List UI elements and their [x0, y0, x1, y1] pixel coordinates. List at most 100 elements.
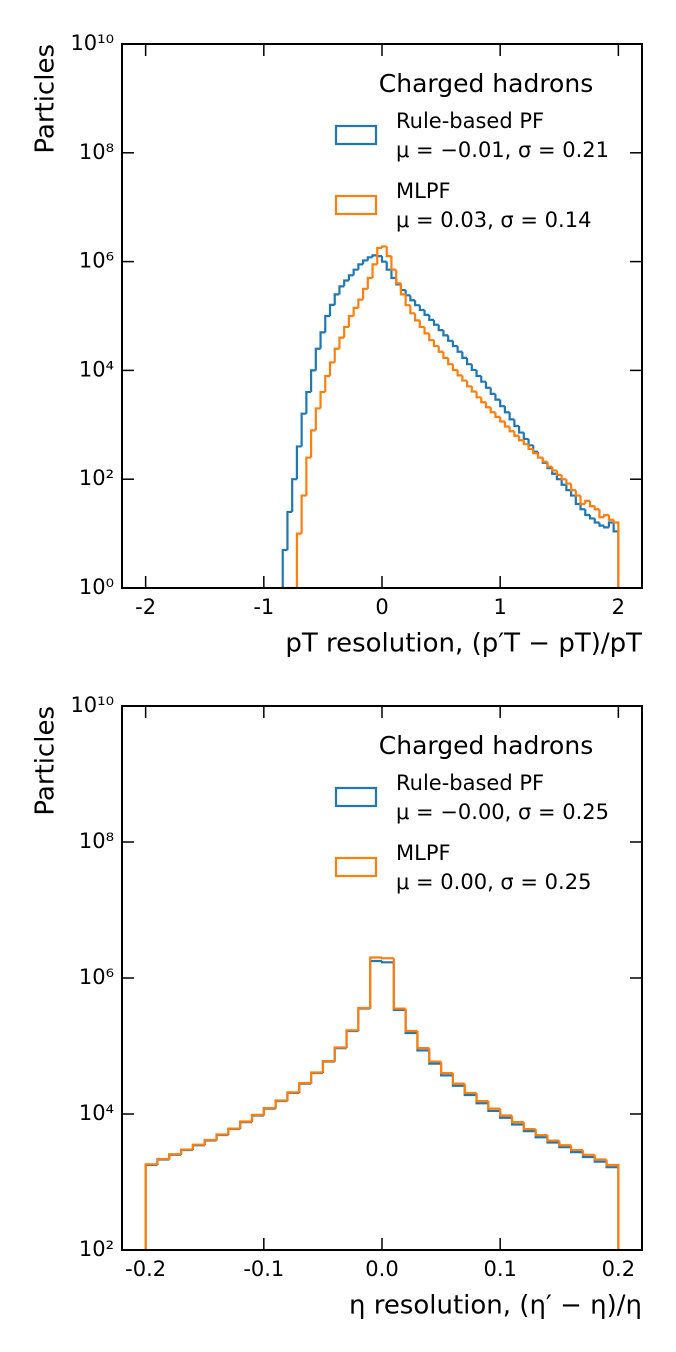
x-tick-label: 0 — [375, 595, 388, 619]
histogram-step — [380, 256, 387, 263]
histogram-step — [532, 448, 538, 455]
histogram-step — [369, 959, 382, 1009]
histogram-step — [560, 479, 567, 486]
y-tick-label: 10⁴ — [79, 357, 114, 381]
histogram-step — [203, 1138, 217, 1145]
histogram-step — [409, 305, 416, 315]
histogram-step — [461, 375, 468, 382]
legend-label: Rule-based PF — [396, 109, 544, 133]
histogram-step — [456, 369, 463, 377]
histogram-step — [179, 1148, 193, 1155]
histogram-step — [286, 1091, 300, 1102]
histogram-step — [508, 412, 515, 421]
histogram-step — [399, 283, 406, 296]
histogram-step — [376, 246, 382, 265]
histogram-step — [517, 426, 524, 434]
histogram-step — [380, 960, 394, 964]
histogram-step — [612, 519, 620, 588]
histogram-step — [321, 1060, 335, 1074]
histogram-step — [168, 1153, 182, 1160]
histogram-step — [456, 346, 463, 353]
histogram-step — [291, 478, 297, 512]
histogram-step — [565, 479, 572, 485]
legend-swatch — [334, 124, 378, 146]
histogram-step — [447, 357, 453, 366]
histogram-step — [298, 1082, 312, 1093]
histogram-step — [465, 357, 472, 366]
histogram-step — [274, 1099, 288, 1109]
x-tick-label: 0.1 — [483, 1257, 516, 1281]
histogram-step — [321, 1059, 335, 1073]
histogram-step — [305, 390, 312, 414]
histogram-step — [357, 1007, 371, 1032]
histogram-step — [546, 461, 553, 468]
y-axis-label: Particles — [31, 706, 61, 816]
x-axis-label: pT resolution, (p′T − pT)/pT — [285, 629, 642, 659]
histogram-step — [603, 525, 609, 529]
histogram-step — [324, 314, 330, 333]
histogram-step — [295, 532, 302, 588]
x-tick-label: 0.0 — [365, 1257, 398, 1281]
x-tick-label: -1 — [253, 595, 274, 619]
histogram-step — [442, 330, 449, 337]
histogram-step — [191, 1144, 205, 1151]
histogram-step — [569, 1145, 583, 1152]
histogram-step — [475, 369, 482, 378]
histogram-step — [551, 466, 557, 472]
histogram-step — [581, 1150, 595, 1156]
y-tick-label: 10² — [79, 466, 114, 490]
legend-swatch — [334, 856, 378, 878]
histogram-step — [418, 305, 425, 312]
histogram-step — [250, 1113, 264, 1122]
histogram-step — [333, 347, 340, 363]
y-tick-label: 10¹⁰ — [70, 31, 114, 55]
y-tick-label: 10⁶ — [79, 249, 114, 273]
x-tick-label: 2 — [612, 595, 625, 619]
histogram-step — [328, 361, 335, 376]
histogram-step — [250, 1114, 264, 1123]
histogram-step — [409, 295, 416, 302]
legend-stats: μ = 0.00, σ = 0.25 — [396, 870, 591, 894]
histogram-step — [366, 276, 373, 289]
histogram-step — [392, 958, 406, 1010]
histogram-step — [451, 1073, 465, 1085]
histogram-step — [487, 1103, 501, 1113]
histogram-step — [588, 514, 595, 520]
histogram-step — [361, 259, 368, 265]
x-tick-label: -0.2 — [125, 1257, 166, 1281]
histogram-step — [168, 1153, 182, 1159]
y-tick-label: 10² — [79, 1237, 114, 1261]
histogram-step — [487, 1101, 501, 1110]
histogram-step — [517, 435, 524, 442]
histogram-step — [295, 445, 302, 480]
y-tick-label: 10⁸ — [79, 829, 114, 853]
histogram-step — [352, 306, 359, 316]
histogram-step — [274, 1099, 288, 1109]
histogram-step — [546, 1135, 560, 1142]
histogram-step — [569, 490, 576, 497]
histogram-step — [333, 1046, 347, 1062]
histogram-step — [522, 440, 529, 446]
histogram-step — [593, 506, 600, 511]
legend-stats: μ = −0.00, σ = 0.25 — [396, 800, 609, 824]
histogram-step — [262, 1107, 276, 1115]
histogram-step — [239, 1120, 252, 1129]
legend-label: MLPF — [396, 841, 451, 865]
histogram-step — [451, 364, 458, 372]
histogram-step — [484, 381, 491, 389]
legend-label: Rule-based PF — [396, 771, 544, 795]
histogram-step — [345, 1029, 359, 1048]
histogram-step — [305, 456, 312, 496]
histogram-step — [499, 399, 505, 408]
histogram-step — [361, 287, 368, 300]
histogram-step — [404, 294, 411, 307]
x-tick-label: -0.1 — [243, 1257, 284, 1281]
histogram-step — [380, 957, 394, 960]
histogram-step — [513, 419, 520, 428]
histogram-step — [555, 470, 562, 476]
histogram-step — [605, 1161, 620, 1250]
histogram-step — [345, 1029, 359, 1049]
histogram-step — [494, 393, 501, 401]
histogram-step — [352, 268, 359, 276]
histogram-step — [309, 1071, 323, 1083]
